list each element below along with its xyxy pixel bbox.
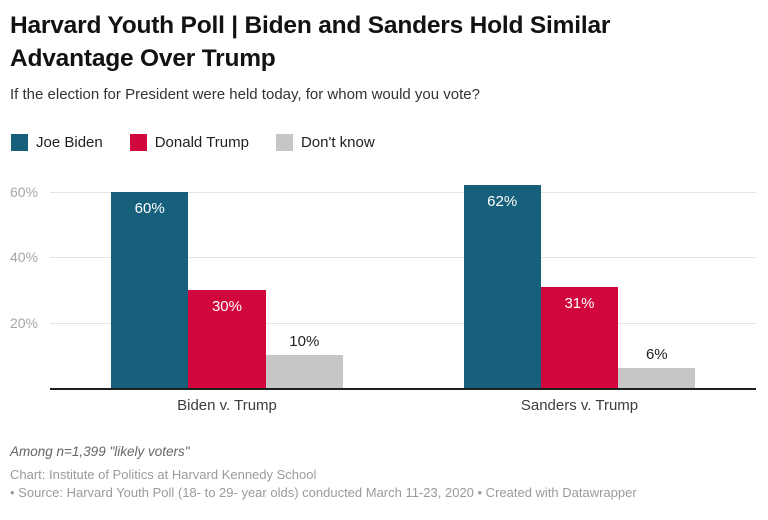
legend-label: Donald Trump <box>154 134 249 151</box>
chart-legend: Joe Biden Donald Trump Don't know <box>11 134 375 151</box>
legend-swatch-icon <box>275 134 293 151</box>
bar-joe-biden <box>463 185 541 388</box>
bar-chart-plot-area: 20% 40% 60% 60% 30% 10% Biden v. Trump 62% 31% 6%… <box>0 180 768 420</box>
legend-swatch-icon <box>129 134 147 151</box>
x-axis-category-label: Sanders v. Trump <box>520 397 639 414</box>
chart-subtitle: If the election for President were held … <box>10 86 480 103</box>
y-axis-tick-label: 40% <box>9 249 38 266</box>
legend-label: Joe Biden <box>36 134 103 151</box>
bar-don-t-know <box>265 355 343 388</box>
legend-swatch-icon <box>11 134 28 151</box>
chart-footnote: Among n=1,399 "likely voters" <box>10 444 190 459</box>
bar-donald-trump <box>188 290 266 388</box>
bar-value-label: 30% <box>211 298 242 315</box>
legend-label: Don't know <box>300 134 375 151</box>
chart-attribution: Chart: Institute of Politics at Harvard … <box>10 466 760 503</box>
bar-value-label: 62% <box>487 193 518 211</box>
y-gridline <box>50 257 756 259</box>
bar-don-t-know <box>618 368 696 388</box>
y-gridline <box>50 322 756 324</box>
bar-donald-trump <box>540 286 619 388</box>
y-axis-tick-label: 60% <box>9 184 38 200</box>
chart-credit: Chart: Institute of Politics at Harvard … <box>10 467 317 482</box>
chart-source: • Source: Harvard Youth Poll (18- to 29-… <box>10 485 637 501</box>
x-axis-category-label: Biden v. Trump <box>177 397 277 414</box>
x-axis-baseline <box>50 388 756 390</box>
bar-joe-biden <box>111 192 189 388</box>
legend-item: Donald Trump <box>129 134 249 151</box>
bar-value-label: 10% <box>289 333 320 351</box>
y-gridline <box>50 192 756 193</box>
bar-value-label: 60% <box>134 200 165 217</box>
legend-item: Don't know <box>275 134 375 151</box>
bar-value-label: 31% <box>564 294 595 312</box>
y-axis-tick-label: 20% <box>9 314 38 331</box>
chart-title: Harvard Youth Poll | Biden and Sanders H… <box>10 12 611 72</box>
bar-value-label: 6% <box>645 346 668 364</box>
legend-item: Joe Biden <box>11 134 103 151</box>
